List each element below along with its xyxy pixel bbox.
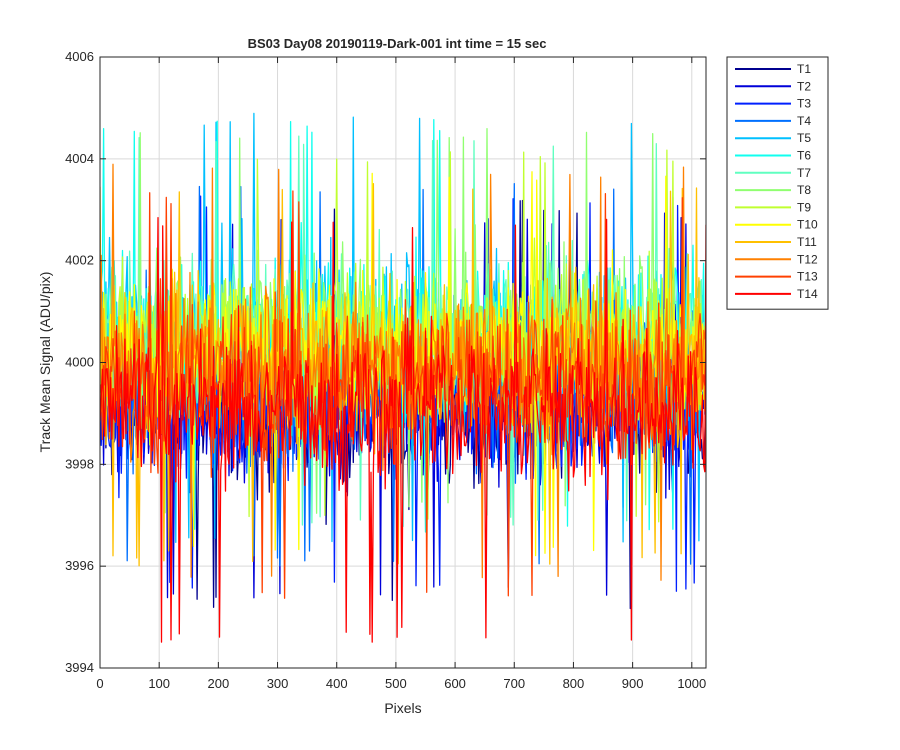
y-tick-label: 4000 — [65, 355, 94, 370]
legend-label-t3: T3 — [797, 97, 811, 111]
legend-label-t7: T7 — [797, 166, 811, 180]
legend-label-t9: T9 — [797, 200, 811, 214]
legend-label-t2: T2 — [797, 79, 811, 93]
legend-label-t4: T4 — [797, 114, 811, 128]
chart-title: BS03 Day08 20190119-Dark-001 int time = … — [248, 36, 547, 51]
legend-label-t13: T13 — [797, 270, 818, 284]
y-tick-label: 4004 — [65, 151, 94, 166]
y-tick-label: 3998 — [65, 456, 94, 471]
x-tick-label: 500 — [385, 676, 407, 691]
x-tick-label: 100 — [148, 676, 170, 691]
x-tick-label: 1000 — [677, 676, 706, 691]
x-tick-label: 700 — [503, 676, 525, 691]
y-tick-label: 3994 — [65, 660, 94, 675]
y-axis-label: Track Mean Signal (ADU/pix) — [37, 272, 53, 453]
legend-label-t8: T8 — [797, 183, 811, 197]
x-tick-label: 400 — [326, 676, 348, 691]
y-tick-label: 3996 — [65, 558, 94, 573]
x-tick-label: 600 — [444, 676, 466, 691]
legend-label-t10: T10 — [797, 218, 818, 232]
y-tick-label: 4002 — [65, 253, 94, 268]
legend-label-t5: T5 — [797, 131, 811, 145]
x-tick-label: 200 — [208, 676, 230, 691]
legend-label-t12: T12 — [797, 252, 818, 266]
x-axis-label: Pixels — [384, 700, 421, 716]
tick-labels: 0 100 200 300 400 500 600 700 800 900 1000 3994 3996… — [65, 49, 706, 691]
series-line-t14 — [100, 217, 706, 643]
legend-label-t11: T11 — [797, 235, 817, 249]
y-tick-label: 4006 — [65, 49, 94, 64]
series-line-t13 — [100, 190, 706, 599]
x-tick-label: 300 — [267, 676, 289, 691]
legend: T1 T2 T3 T4 T5 T6 T7 T8 T9 T10 T11 T12 T13 T14 — [726, 56, 829, 310]
legend-label-t6: T6 — [797, 149, 811, 163]
x-tick-label: 900 — [622, 676, 644, 691]
x-tick-label: 0 — [96, 676, 103, 691]
legend-label-t14: T14 — [797, 287, 818, 301]
series-lines — [100, 112, 706, 643]
axes — [99, 56, 707, 669]
legend-box — [726, 56, 829, 310]
x-tick-label: 800 — [563, 676, 585, 691]
legend-label-t1: T1 — [797, 62, 811, 76]
